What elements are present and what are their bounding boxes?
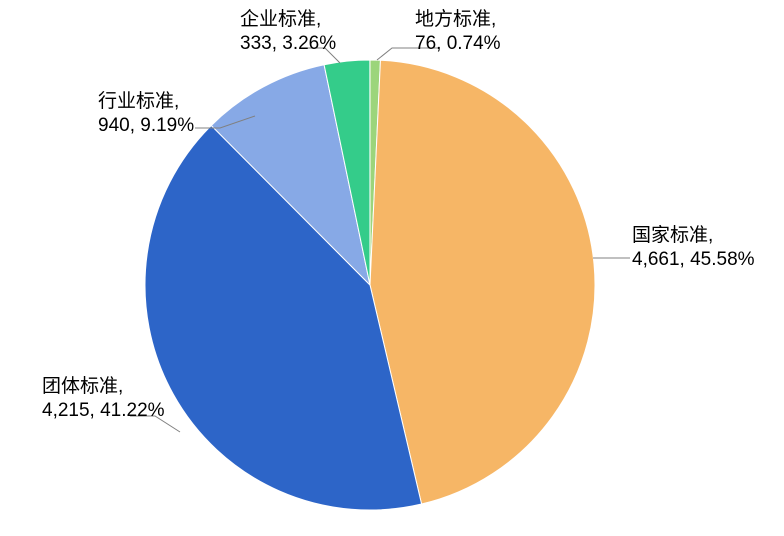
- slice-label: 国家标准,4,661, 45.58%: [632, 224, 755, 272]
- pie-chart: 地方标准,76, 0.74% 国家标准,4,661, 45.58% 团体标准,4,2…: [0, 0, 784, 536]
- slice-label-value: 940, 9.19%: [98, 114, 194, 138]
- slice-label-name: 行业标准,: [98, 90, 194, 114]
- slice-label-name: 企业标准,: [240, 8, 336, 32]
- slice-label-value: 4,661, 45.58%: [632, 248, 755, 272]
- slice-label-value: 4,215, 41.22%: [42, 399, 165, 423]
- slice-label: 行业标准,940, 9.19%: [98, 90, 194, 138]
- slice-label-value: 333, 3.26%: [240, 32, 336, 56]
- slice-label-name: 团体标准,: [42, 375, 165, 399]
- slice-label-name: 地方标准,: [415, 8, 501, 32]
- slice-label: 企业标准,333, 3.26%: [240, 8, 336, 56]
- slice-label: 团体标准,4,215, 41.22%: [42, 375, 165, 423]
- slice-label: 地方标准,76, 0.74%: [415, 8, 501, 56]
- slice-label-name: 国家标准,: [632, 224, 755, 248]
- slice-label-value: 76, 0.74%: [415, 32, 501, 56]
